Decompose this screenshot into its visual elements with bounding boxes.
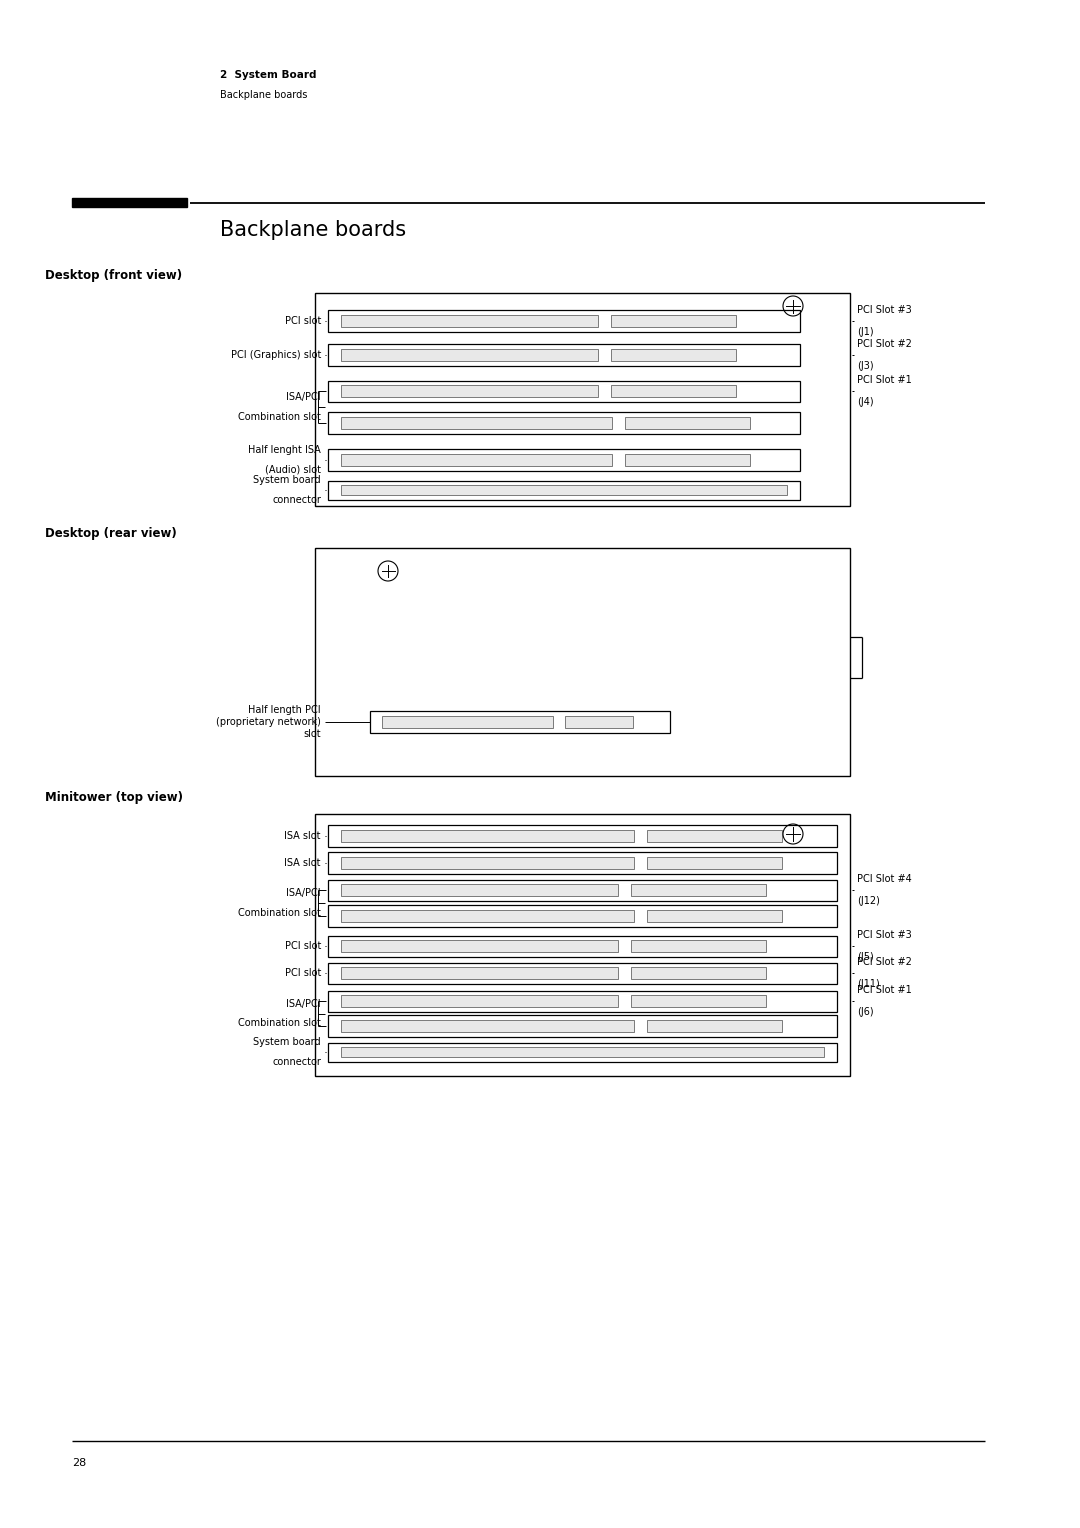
Bar (328, 480, 800, 500)
Text: 2  System Board: 2 System Board (220, 70, 316, 79)
Bar (328, 344, 800, 365)
Bar (341, 909, 634, 923)
Text: (J4): (J4) (858, 397, 874, 406)
Text: (J12): (J12) (858, 895, 880, 906)
Text: ISA slot: ISA slot (284, 831, 321, 840)
Bar (328, 963, 837, 984)
Bar (647, 857, 782, 869)
Bar (341, 1047, 824, 1057)
Bar (341, 830, 634, 842)
Text: Desktop (rear view): Desktop (rear view) (45, 527, 177, 539)
Text: (J1): (J1) (858, 327, 874, 338)
Text: PCI slot: PCI slot (285, 316, 321, 325)
Text: (Audio) slot: (Audio) slot (265, 465, 321, 475)
Text: Combination slot: Combination slot (238, 1019, 321, 1028)
Text: PCI Slot #2: PCI Slot #2 (858, 339, 912, 348)
Bar (382, 715, 553, 729)
Bar (611, 385, 737, 397)
Bar (341, 385, 598, 397)
Bar (328, 990, 837, 1012)
Bar (328, 449, 800, 471)
Bar (341, 857, 634, 869)
Bar (647, 909, 782, 923)
Bar (328, 380, 800, 402)
Bar (315, 293, 850, 506)
Text: System board: System board (254, 475, 321, 484)
Bar (625, 417, 751, 429)
Bar (328, 310, 800, 332)
Bar (370, 712, 670, 732)
Bar (341, 940, 619, 952)
Text: PCI Slot #4: PCI Slot #4 (858, 874, 912, 885)
Text: ISA slot: ISA slot (284, 859, 321, 868)
Bar (341, 454, 612, 466)
Bar (328, 880, 837, 900)
Bar (328, 413, 800, 434)
Bar (328, 905, 837, 927)
Text: Combination slot: Combination slot (238, 908, 321, 918)
Text: slot: slot (303, 729, 321, 740)
Text: Minitower (top view): Minitower (top view) (45, 792, 183, 805)
Text: System board: System board (254, 1038, 321, 1047)
Text: Combination slot: Combination slot (238, 413, 321, 422)
Text: PCI Slot #3: PCI Slot #3 (858, 306, 912, 315)
Bar (341, 1019, 634, 1033)
Text: PCI slot: PCI slot (285, 941, 321, 950)
Bar (315, 814, 850, 1076)
Text: PCI Slot #1: PCI Slot #1 (858, 374, 912, 385)
Text: connector: connector (272, 1057, 321, 1067)
Bar (632, 940, 767, 952)
Text: Backplane boards: Backplane boards (220, 90, 308, 99)
Text: 28: 28 (72, 1458, 86, 1468)
Bar (341, 417, 612, 429)
Bar (315, 549, 850, 776)
Bar (341, 348, 598, 361)
Text: (proprietary network): (proprietary network) (216, 717, 321, 727)
Text: Desktop (front view): Desktop (front view) (45, 269, 183, 283)
Bar (632, 883, 767, 895)
Text: ISA/PCI: ISA/PCI (286, 393, 321, 402)
Bar (341, 315, 598, 327)
Bar (565, 715, 633, 729)
Text: Backplane boards: Backplane boards (220, 220, 406, 240)
Bar (341, 883, 619, 895)
Text: connector: connector (272, 495, 321, 504)
Text: ISA/PCI: ISA/PCI (286, 888, 321, 898)
Bar (632, 967, 767, 979)
Bar (647, 830, 782, 842)
Bar (611, 315, 737, 327)
Text: (J5): (J5) (858, 952, 874, 963)
Bar (341, 995, 619, 1007)
Bar (328, 825, 837, 847)
Text: (J11): (J11) (858, 979, 880, 989)
Text: PCI Slot #1: PCI Slot #1 (858, 986, 912, 995)
Bar (328, 853, 837, 874)
Bar (328, 1042, 837, 1062)
Text: (J6): (J6) (858, 1007, 874, 1018)
Text: PCI Slot #3: PCI Slot #3 (858, 931, 912, 940)
Text: PCI (Graphics) slot: PCI (Graphics) slot (231, 350, 321, 361)
Text: (J3): (J3) (858, 361, 874, 371)
Bar (632, 995, 767, 1007)
Bar (611, 348, 737, 361)
Bar (341, 484, 787, 495)
Text: Half lenght ISA: Half lenght ISA (248, 445, 321, 455)
Text: ISA/PCI: ISA/PCI (286, 998, 321, 1008)
Text: PCI Slot #2: PCI Slot #2 (858, 957, 912, 967)
Bar (328, 1015, 837, 1038)
Bar (625, 454, 751, 466)
Bar (328, 935, 837, 957)
Text: Half length PCI: Half length PCI (248, 704, 321, 715)
Bar (341, 967, 619, 979)
Bar (72, 199, 187, 206)
Text: PCI slot: PCI slot (285, 969, 321, 978)
Bar (647, 1019, 782, 1033)
